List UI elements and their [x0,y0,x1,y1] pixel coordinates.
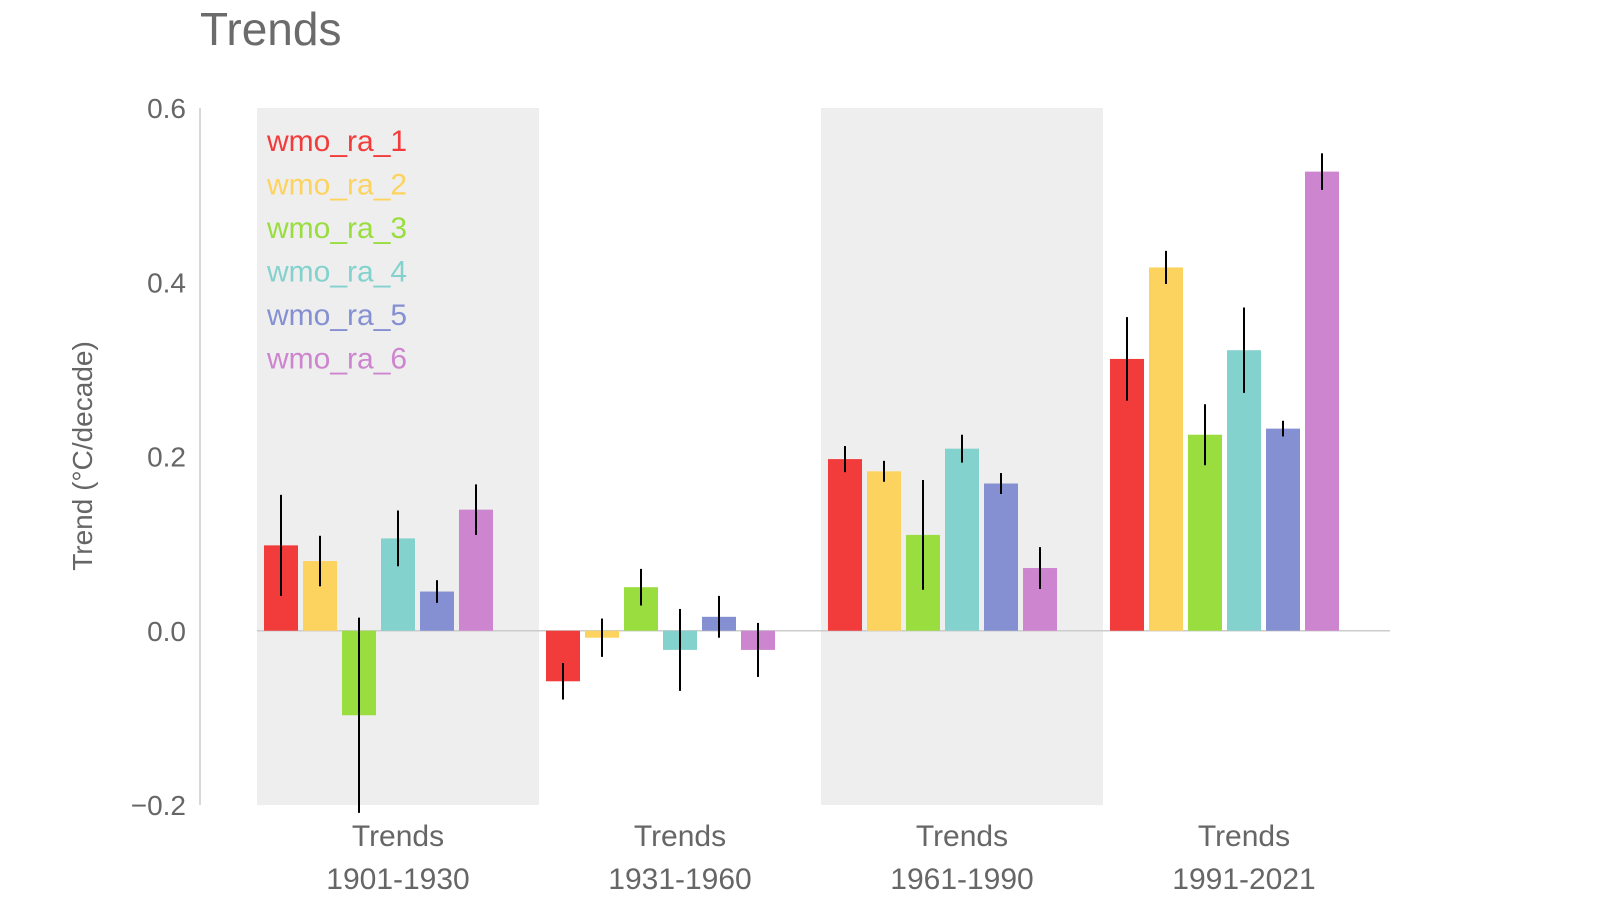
group-shading-layer [257,108,1103,805]
bar [1110,358,1144,631]
labels: −0.2 0.0 0.2 0.4 0.6 Trend (°C/decade) Trends 1… [67,93,1316,896]
bar [945,448,979,631]
legend: wmo_ra_1 wmo_ra_2 wmo_ra_3 wmo_ra_4 wmo_ra_5… [266,125,407,376]
legend-entry: wmo_ra_3 [266,212,407,245]
y-axis-label: Trend (°C/decade) [67,341,98,571]
chart-title: Trends [200,3,342,55]
y-tick-label: 0.0 [147,616,186,647]
legend-entry: wmo_ra_4 [266,256,407,289]
bar [1305,171,1339,631]
bar [828,459,862,631]
legend-entry: wmo_ra_6 [266,343,407,376]
legend-entry: wmo_ra_2 [266,169,407,202]
x-tick-label: Trends 1961-1990 [890,820,1033,896]
y-tick-label: 0.4 [147,267,186,298]
bar [1149,267,1183,631]
y-tick-label: −0.2 [131,790,186,821]
x-tick-label: Trends 1931-1960 [608,820,751,896]
y-tick-label: 0.6 [147,93,186,124]
legend-entry: wmo_ra_1 [266,125,407,158]
bar [1227,350,1261,631]
error-bars [280,153,1323,813]
x-tick-label: Trends 1901-1930 [326,820,469,896]
group-shading [257,108,539,805]
y-tick-label: 0.2 [147,442,186,473]
bar [1188,434,1222,631]
x-tick-label: Trends 1991-2021 [1172,820,1315,896]
bar [984,483,1018,631]
bar [1266,428,1300,631]
bar [867,471,901,631]
legend-entry: wmo_ra_5 [266,299,407,332]
